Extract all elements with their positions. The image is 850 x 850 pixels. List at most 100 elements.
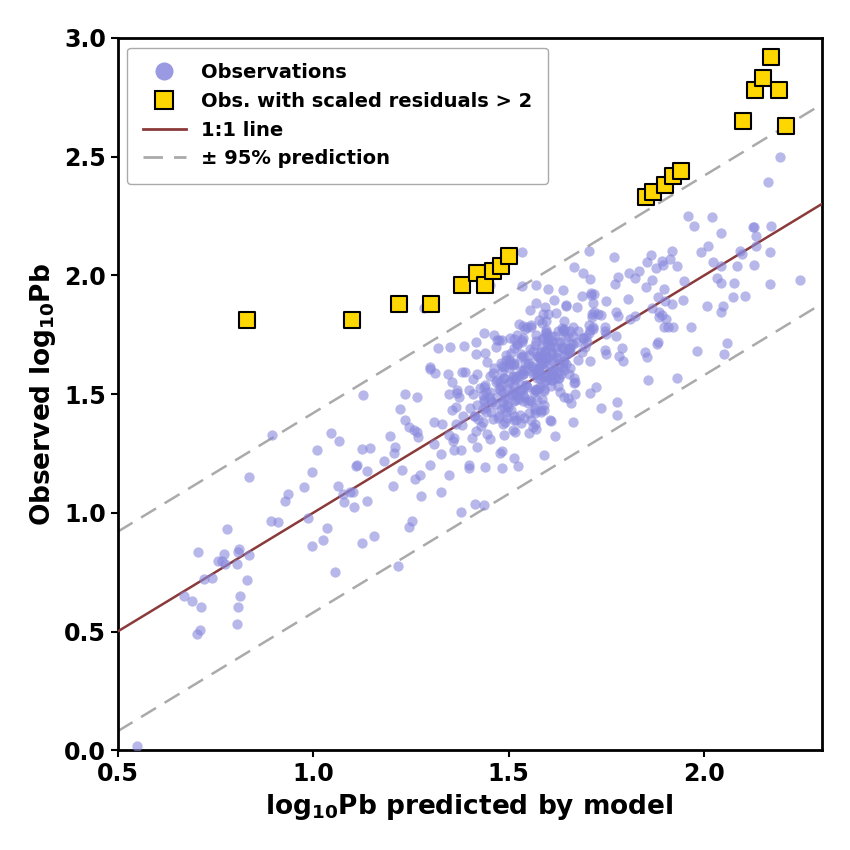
- Point: [561, 391, 575, 405]
- Point: [763, 277, 777, 291]
- Point: [650, 337, 664, 350]
- Point: [528, 385, 541, 399]
- Point: [661, 320, 675, 334]
- Point: [534, 405, 547, 419]
- Point: [452, 390, 466, 404]
- Point: [728, 276, 741, 290]
- Point: [528, 417, 541, 431]
- Point: [533, 368, 547, 382]
- Point: [506, 423, 519, 437]
- Point: [714, 259, 728, 273]
- Point: [694, 245, 707, 258]
- Point: [502, 376, 515, 389]
- Point: [598, 320, 612, 333]
- Point: [563, 342, 576, 355]
- Point: [539, 326, 552, 339]
- Point: [670, 371, 683, 385]
- Point: [558, 364, 571, 377]
- Point: [337, 495, 351, 508]
- Point: [540, 326, 553, 340]
- Point: [458, 365, 472, 378]
- Point: [536, 357, 549, 371]
- Point: [706, 255, 720, 269]
- Point: [454, 444, 468, 457]
- Point: [531, 350, 545, 364]
- Point: [493, 375, 507, 388]
- Point: [772, 83, 785, 97]
- Point: [546, 348, 559, 361]
- Point: [530, 368, 544, 382]
- Point: [494, 379, 507, 393]
- Point: [498, 416, 512, 429]
- Point: [516, 394, 530, 408]
- Point: [479, 460, 492, 473]
- Point: [541, 282, 555, 296]
- Point: [470, 399, 484, 412]
- Point: [230, 617, 243, 631]
- Point: [541, 334, 555, 348]
- Point: [414, 489, 428, 502]
- Point: [575, 289, 588, 303]
- Point: [594, 401, 608, 415]
- Point: [576, 331, 590, 344]
- Point: [348, 459, 362, 473]
- Point: [655, 308, 669, 321]
- Point: [553, 335, 567, 348]
- Point: [446, 434, 460, 447]
- Point: [559, 298, 573, 312]
- Point: [348, 500, 361, 513]
- Point: [513, 363, 527, 377]
- Point: [485, 394, 499, 408]
- Point: [629, 271, 643, 285]
- Point: [489, 375, 502, 388]
- Point: [581, 326, 595, 340]
- Point: [428, 438, 441, 451]
- Point: [611, 309, 625, 322]
- Point: [581, 335, 594, 348]
- Point: [525, 365, 539, 378]
- Point: [524, 394, 538, 407]
- Point: [510, 337, 524, 351]
- Point: [298, 480, 311, 494]
- Point: [598, 325, 612, 338]
- Point: [410, 390, 423, 404]
- Point: [609, 329, 623, 343]
- Point: [476, 388, 490, 402]
- Point: [529, 297, 542, 310]
- Point: [435, 417, 449, 431]
- Point: [510, 328, 524, 342]
- Point: [513, 392, 526, 405]
- Point: [523, 406, 536, 420]
- Point: [537, 369, 551, 382]
- Point: [659, 178, 672, 192]
- Point: [537, 448, 551, 462]
- Point: [538, 300, 552, 314]
- Point: [505, 388, 518, 402]
- Point: [530, 384, 543, 398]
- Point: [613, 349, 626, 363]
- Point: [457, 339, 471, 353]
- Point: [659, 294, 672, 308]
- Point: [515, 280, 529, 293]
- Point: [536, 392, 549, 405]
- Point: [586, 320, 600, 333]
- Point: [641, 350, 654, 364]
- Point: [534, 380, 547, 394]
- Point: [538, 355, 552, 369]
- Point: [434, 447, 448, 461]
- Point: [681, 209, 694, 223]
- Point: [442, 428, 456, 442]
- Point: [479, 400, 492, 414]
- Point: [531, 363, 545, 377]
- Point: [519, 377, 533, 391]
- Point: [586, 297, 600, 310]
- Point: [443, 341, 456, 354]
- Point: [536, 308, 550, 321]
- Point: [553, 385, 567, 399]
- Point: [540, 323, 553, 337]
- Point: [507, 410, 520, 423]
- Point: [473, 419, 487, 433]
- Point: [477, 402, 490, 416]
- Point: [513, 385, 527, 399]
- Point: [717, 347, 730, 360]
